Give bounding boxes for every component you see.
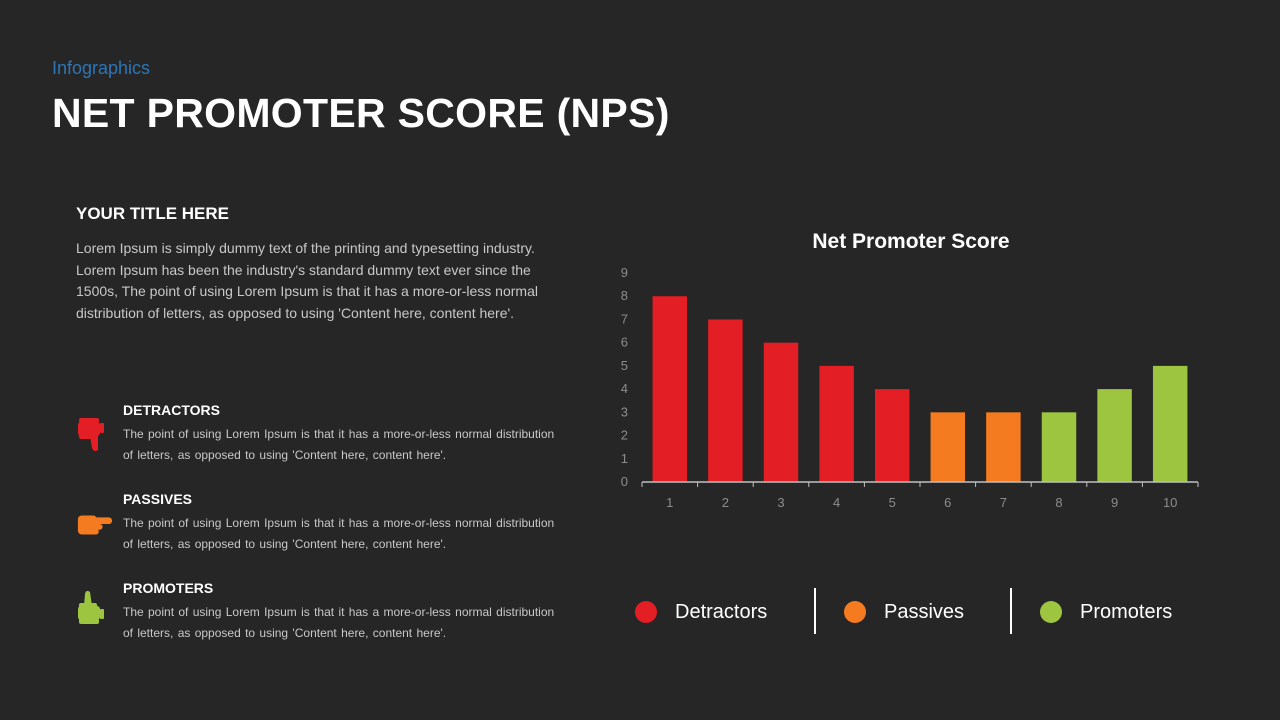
x-tick-label: 4 [833,495,840,510]
category-detractors: DETRACTORS The point of using Lorem Ipsu… [76,402,556,472]
y-tick-label: 8 [621,288,628,303]
category-promoters: PROMOTERS The point of using Lorem Ipsum… [76,580,556,650]
legend-item-detractors: Detractors [635,588,767,636]
legend-divider [1010,588,1012,634]
category-text: The point of using Lorem Ipsum is that i… [123,427,555,462]
y-tick-label: 7 [621,311,628,326]
bar-9 [1097,389,1132,482]
legend-label: Promoters [1080,600,1173,623]
bar-4 [819,365,854,482]
bar-10 [1152,365,1188,482]
legend-dot [1040,601,1062,623]
category-title: PASSIVES [123,491,192,507]
category-title: PROMOTERS [123,580,214,596]
y-tick-label: 9 [621,265,628,280]
legend-dot [844,601,866,623]
chart-legend: Detractors Passives Promoters [615,588,1215,636]
legend-dot [635,601,657,623]
intro-text: Lorem Ipsum is simply dummy text of the … [76,240,538,321]
section-title: YOUR TITLE HERE [76,204,230,223]
y-tick-label: 1 [621,451,628,466]
category-text: The point of using Lorem Ipsum is that i… [123,605,555,640]
x-tick-label: 10 [1163,495,1177,510]
category-text: The point of using Lorem Ipsum is that i… [123,516,555,551]
legend-label: Passives [884,600,965,623]
y-tick-label: 0 [621,474,628,489]
x-tick-label: 9 [1111,495,1118,510]
x-tick-label: 2 [722,495,729,510]
y-tick-label: 5 [621,358,628,373]
bar-6 [930,412,966,482]
bar-7 [986,412,1021,482]
y-tick-label: 6 [621,335,628,350]
bar-2 [708,319,743,482]
legend-label: Detractors [675,600,768,623]
bar-5 [874,389,910,482]
y-tick-label: 3 [621,404,628,419]
chart-title: Net Promoter Score [812,230,1009,253]
category-passives: PASSIVES The point of using Lorem Ipsum … [76,491,556,561]
thumbs-up-icon [78,590,104,624]
pointing-hand-icon [77,515,113,535]
x-tick-label: 7 [1000,495,1007,510]
y-tick-label: 2 [621,428,628,443]
x-tick-label: 8 [1055,495,1062,510]
slide-title: NET PROMOTER SCORE (NPS) [52,90,670,136]
slide-subtitle: Infographics [52,58,151,78]
x-tick-label: 5 [889,495,896,510]
nps-bar-chart: Net Promoter Score 0 1 2 3 4 5 6 7 8 9 1 2 3 4 5 6 7 8 9 1… [621,230,1199,510]
bar-3 [763,342,799,482]
x-tick-label: 1 [666,495,673,510]
legend-item-promoters: Promoters [1040,588,1172,636]
x-tick-label: 6 [944,495,951,510]
category-title: DETRACTORS [123,402,220,418]
x-tick-label: 3 [777,495,784,510]
legend-item-passives: Passives [844,588,964,636]
thumbs-down-icon [78,418,104,452]
bar-1 [652,296,688,482]
bar-8 [1041,412,1077,482]
y-tick-label: 4 [621,381,628,396]
legend-divider [814,588,816,634]
